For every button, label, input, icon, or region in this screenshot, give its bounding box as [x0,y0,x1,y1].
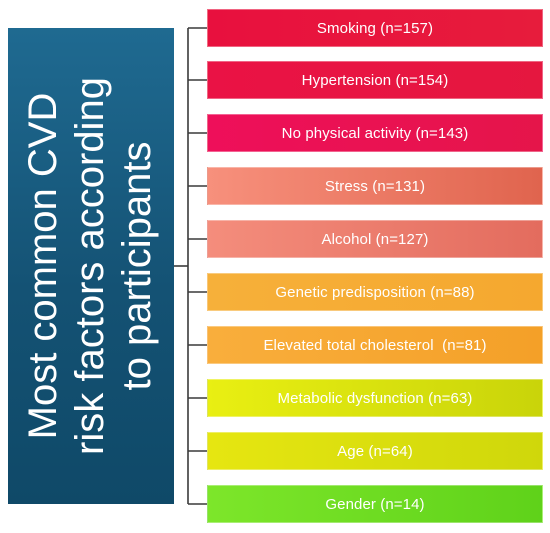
diagram-title: Most common CVD risk factors according t… [20,31,162,501]
factor-alcohol: Alcohol (n=127) [207,220,543,258]
bracket-connector [174,27,207,505]
title-line-1: Most common CVD [21,92,66,440]
factor-genetic-predisposition: Genetic predisposition (n=88) [207,273,543,311]
title-line-3: to participants [115,141,160,391]
factor-stress: Stress (n=131) [207,167,543,205]
factor-smoking: Smoking (n=157) [207,9,543,47]
title-line-2: risk factors according [68,77,113,455]
factor-metabolic-dysfunction: Metabolic dysfunction (n=63) [207,379,543,417]
factor-no-physical-activity: No physical activity (n=143) [207,114,543,152]
factor-hypertension: Hypertension (n=154) [207,61,543,99]
factor-gender: Gender (n=14) [207,485,543,523]
factor-age: Age (n=64) [207,432,543,470]
title-panel: Most common CVD risk factors according t… [8,28,174,504]
factor-elevated-total-cholesterol: Elevated total cholesterol (n=81) [207,326,543,364]
